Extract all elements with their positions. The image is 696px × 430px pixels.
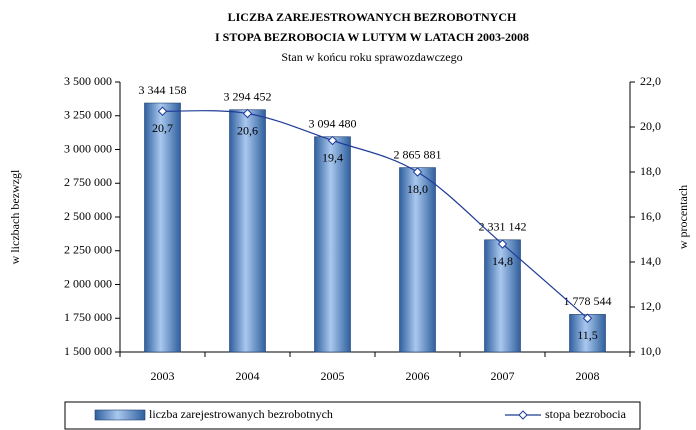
line-value-label: 14,8 — [492, 254, 513, 268]
x-tick-label: 2005 — [321, 369, 345, 383]
bar — [399, 167, 436, 353]
bar-value-label: 3 294 452 — [224, 89, 272, 103]
bar-value-label: 1 778 544 — [564, 294, 612, 308]
y2-tick-label: 12,0 — [640, 299, 661, 313]
bar — [484, 239, 521, 353]
line-value-label: 18,0 — [407, 182, 428, 196]
x-tick-label: 2004 — [236, 369, 260, 383]
y2-tick-label: 18,0 — [640, 164, 661, 178]
y2-axis-label: w procentach — [676, 185, 690, 249]
y2-tick-label: 22,0 — [640, 74, 661, 88]
y-tick-label: 3 000 000 — [64, 141, 112, 155]
legend-label: stopa bezrobocia — [545, 407, 627, 421]
legend-swatch — [94, 409, 146, 421]
line-value-label: 11,5 — [577, 328, 598, 342]
y-tick-label: 2 000 000 — [64, 276, 112, 290]
y-tick-label: 3 500 000 — [64, 74, 112, 88]
y-tick-label: 3 250 000 — [64, 108, 112, 122]
bar-value-label: 3 344 158 — [139, 83, 187, 97]
bar-value-label: 2 865 881 — [394, 147, 442, 161]
line-marker — [157, 106, 168, 116]
y-tick-label: 2 500 000 — [64, 209, 112, 223]
line-value-label: 20,7 — [152, 121, 173, 135]
bar — [314, 136, 351, 353]
line-marker — [327, 135, 338, 146]
chart-subtitle: Stan w końcu roku sprawozdawczego — [281, 50, 462, 64]
line-marker — [497, 239, 508, 249]
y2-tick-label: 10,0 — [640, 344, 661, 358]
line-marker — [412, 167, 423, 177]
y-tick-label: 1 750 000 — [64, 310, 112, 324]
y2-tick-label: 20,0 — [640, 119, 661, 133]
line — [162, 110, 588, 319]
line-marker — [582, 313, 593, 323]
chart-title: I STOPA BEZROBOCIA W LUTYM W LATACH 2003… — [215, 30, 529, 44]
line-value-label: 20,6 — [237, 123, 258, 137]
chart-title: LICZBA ZAREJESTROWANYCH BEZROBOTNYCH — [228, 10, 517, 24]
y-axis-label: w liczbach bezwzgl — [8, 169, 22, 264]
bar — [144, 102, 181, 353]
line-marker — [242, 108, 253, 119]
y2-tick-label: 16,0 — [640, 209, 661, 223]
bar-value-label: 2 331 142 — [479, 220, 527, 234]
bar-value-label: 3 094 480 — [309, 116, 357, 130]
y2-tick-label: 14,0 — [640, 254, 661, 268]
legend-label: liczba zarejestrowanych bezrobotnych — [149, 407, 333, 421]
line-value-label: 19,4 — [322, 150, 343, 164]
bar — [229, 109, 266, 353]
x-tick-label: 2003 — [151, 369, 175, 383]
x-tick-label: 2008 — [576, 369, 600, 383]
y-tick-label: 1 500 000 — [64, 344, 112, 358]
y-tick-label: 2 250 000 — [64, 243, 112, 257]
legend-box — [64, 401, 641, 430]
x-tick-label: 2006 — [406, 369, 430, 383]
y-tick-label: 2 750 000 — [64, 175, 112, 189]
legend-swatch-marker — [518, 410, 528, 420]
x-tick-label: 2007 — [491, 369, 515, 383]
